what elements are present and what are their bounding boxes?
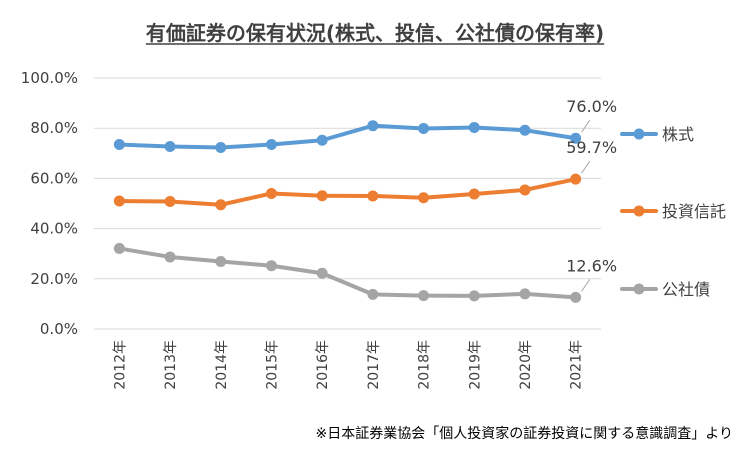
- data-label-leader: [581, 160, 591, 174]
- x-tick-label: 2017年: [366, 340, 382, 390]
- x-tick-label: 2018年: [417, 340, 433, 390]
- y-tick-label: 40.0%: [30, 220, 78, 238]
- data-point: [367, 190, 379, 202]
- data-point: [113, 195, 125, 207]
- x-tick-label: 2015年: [264, 340, 280, 390]
- x-tick-label: 2021年: [569, 340, 585, 390]
- y-tick-label: 60.0%: [30, 169, 78, 187]
- data-point: [468, 121, 480, 133]
- data-point: [418, 192, 430, 204]
- source-note: ※日本証券業協会「個人投資家の証券投資に関する意識調査」より: [316, 425, 733, 442]
- x-tick-label: 2013年: [163, 340, 179, 390]
- legend-label: 公社債: [662, 280, 710, 299]
- data-point: [519, 288, 531, 300]
- x-tick-label: 2014年: [214, 340, 230, 390]
- data-point: [418, 290, 430, 302]
- series-3: 12.6%: [113, 242, 617, 303]
- data-point: [265, 187, 277, 199]
- data-point: [316, 190, 328, 202]
- data-point: [215, 255, 227, 267]
- x-tick-label: 2019年: [467, 340, 483, 390]
- y-tick-label: 80.0%: [30, 119, 78, 137]
- data-point: [367, 288, 379, 300]
- data-point: [367, 120, 379, 132]
- data-point: [570, 132, 582, 144]
- series-line: [117, 123, 578, 150]
- data-point: [265, 260, 277, 272]
- data-point: [468, 290, 480, 302]
- legend-item: 投資信託: [620, 202, 726, 221]
- x-tick-label: 2016年: [315, 340, 331, 390]
- data-point: [316, 134, 328, 146]
- x-axis: 2012年 2013年 2014年 2015年 2016年 2017年 2018年 2019年…: [112, 340, 584, 390]
- data-point: [316, 267, 328, 279]
- legend-item: 公社債: [620, 280, 710, 299]
- y-tick-label: 0.0%: [40, 320, 78, 338]
- legend-item: 株式: [620, 125, 694, 144]
- series-1: 76.0%: [113, 97, 617, 154]
- y-tick-label: 20.0%: [30, 270, 78, 288]
- data-point: [113, 242, 125, 254]
- legend-marker: [633, 205, 645, 217]
- data-point: [519, 124, 531, 136]
- data-label-leader: [581, 279, 591, 292]
- data-label: 12.6%: [566, 256, 617, 275]
- data-point: [164, 141, 176, 153]
- data-point: [468, 188, 480, 200]
- data-label: 76.0%: [566, 97, 617, 116]
- data-point: [570, 291, 582, 303]
- data-point: [418, 122, 430, 134]
- legend-marker: [633, 128, 645, 140]
- data-point: [164, 251, 176, 263]
- data-point: [215, 199, 227, 211]
- x-tick-label: 2020年: [518, 340, 534, 390]
- series-2: 59.7%: [113, 138, 617, 211]
- data-point: [113, 139, 125, 151]
- data-label-leader: [581, 119, 591, 133]
- y-tick-label: 100.0%: [21, 69, 78, 87]
- data-label: 59.7%: [566, 138, 617, 157]
- data-point: [570, 173, 582, 185]
- x-tick-label: 2012年: [112, 340, 128, 390]
- chart-title: 有価証券の保有状況(株式、投信、公社債の保有率): [146, 21, 604, 45]
- data-point: [519, 184, 531, 196]
- data-point: [164, 195, 176, 207]
- legend-label: 投資信託: [662, 202, 726, 221]
- series-line: [117, 246, 578, 300]
- series-line: [117, 177, 578, 207]
- series-group: 76.0% 59.7% 12.6%: [113, 97, 617, 303]
- y-axis: 0.0% 20.0% 40.0% 60.0% 80.0% 100.0%: [21, 69, 78, 338]
- legend-label: 株式: [662, 125, 694, 144]
- data-point: [215, 142, 227, 154]
- data-point: [265, 139, 277, 151]
- legend-marker: [633, 283, 645, 295]
- gridlines: [94, 77, 601, 330]
